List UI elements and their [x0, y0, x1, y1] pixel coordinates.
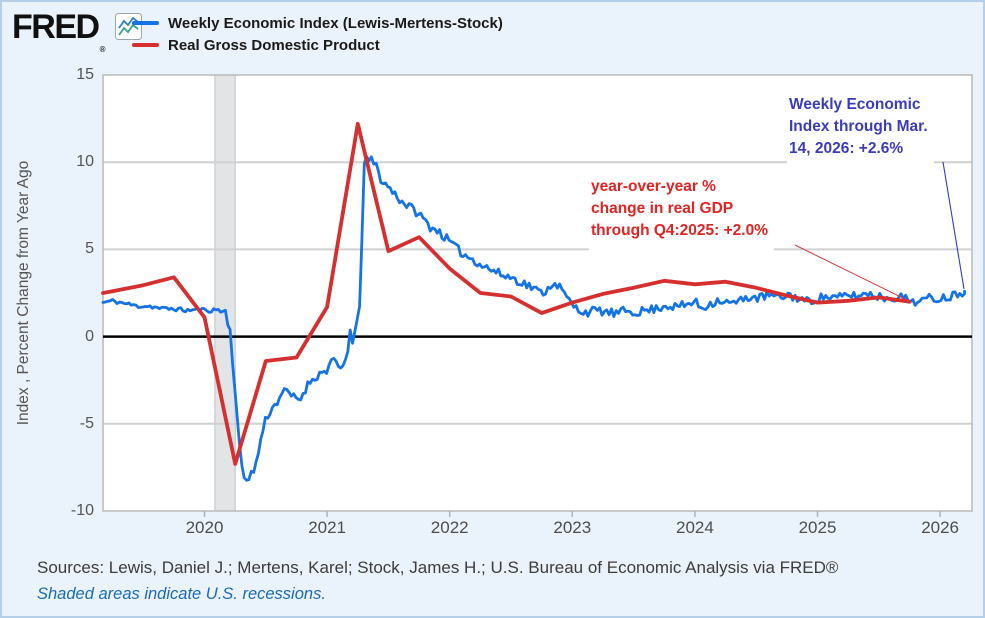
- leader-line-gdp: [794, 244, 910, 302]
- x-tick-label: 2026: [921, 518, 960, 537]
- x-tick-label: 2022: [430, 518, 469, 537]
- y-tick-label: -5: [79, 414, 94, 432]
- annotation-wei-line: Index through Mar.: [789, 118, 928, 135]
- series-line-wei: [101, 155, 966, 482]
- x-tick-label: 2020: [185, 518, 224, 537]
- y-tick-label: -10: [70, 502, 94, 519]
- recession-band: [214, 75, 236, 511]
- registered-trademark-icon: ®: [99, 45, 106, 54]
- annotation-gdp-line: year-over-year %: [591, 178, 716, 195]
- fred-logo-text: FRED: [12, 8, 100, 46]
- legend: Weekly Economic Index (Lewis-Mertens-Sto…: [132, 12, 503, 56]
- legend-label-gdp: Real Gross Domestic Product: [168, 36, 380, 54]
- recession-note: Shaded areas indicate U.S. recessions.: [37, 585, 326, 603]
- y-tick-label: 5: [85, 240, 94, 258]
- sources-text: Sources: Lewis, Daniel J.; Mertens, Kare…: [37, 558, 839, 577]
- y-tick-label: 15: [76, 66, 94, 83]
- legend-line-red-icon: [132, 43, 159, 47]
- y-tick-label: 10: [76, 153, 94, 171]
- legend-item-wei: Weekly Economic Index (Lewis-Mertens-Sto…: [132, 12, 503, 34]
- legend-item-gdp: Real Gross Domestic Product: [132, 34, 503, 56]
- x-tick-label: 2021: [308, 518, 347, 537]
- annotation-gdp-line: change in real GDP: [591, 200, 734, 217]
- y-tick-label: 0: [85, 327, 94, 345]
- x-tick-label: 2025: [798, 518, 837, 537]
- annotation-wei-line: 14, 2026: +2.6%: [789, 140, 904, 157]
- legend-label-wei: Weekly Economic Index (Lewis-Mertens-Sto…: [168, 14, 503, 32]
- x-tick-label: 2024: [675, 518, 714, 537]
- annotation-wei: Weekly Economic Index through Mar. 14, 2…: [787, 92, 934, 170]
- annotation-wei-line: Weekly Economic: [789, 96, 921, 113]
- sparkline-chart-icon: [115, 13, 142, 40]
- x-tick-label: 2023: [553, 518, 592, 537]
- series-line-gdp: [101, 121, 912, 466]
- y-axis-title: Index , Percent Change from Year Ago: [15, 160, 32, 426]
- annotation-gdp-line: through Q4:2025: +2.0%: [591, 222, 769, 239]
- leader-line-wei: [942, 161, 965, 290]
- legend-line-blue-icon: [132, 21, 159, 25]
- annotation-gdp: year-over-year % change in real GDP thro…: [589, 174, 775, 252]
- fred-logo: FRED®: [12, 8, 105, 54]
